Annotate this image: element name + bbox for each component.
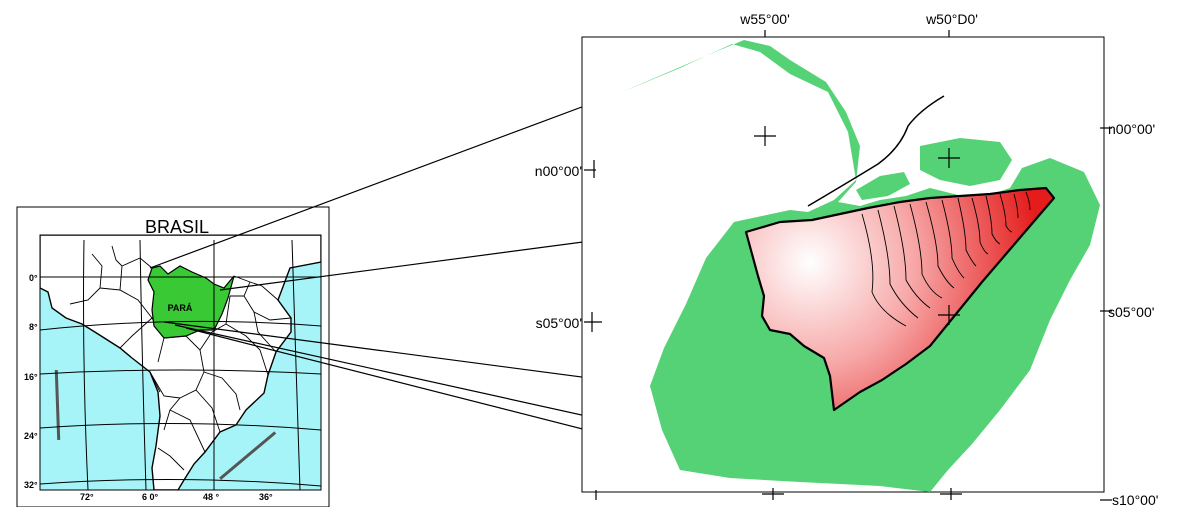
detail-lon-label: w50°D0'	[925, 11, 978, 27]
para-state-highlight	[147, 265, 235, 339]
marajo-island	[920, 138, 1012, 186]
detail-lat-label-left: n00°00'	[535, 163, 582, 179]
inset-map: BRASIL	[16, 206, 330, 507]
ocean-lettering-atlantic	[219, 431, 277, 480]
inset-title: BRASIL	[145, 217, 209, 237]
detail-lat-label-right: n00°00'	[1108, 121, 1155, 137]
frame-ticks	[584, 30, 1112, 501]
inset-lon-label: 6 0°	[142, 492, 159, 502]
island-strip	[856, 172, 910, 200]
inset-lon-label: 72°	[80, 492, 94, 502]
highlight-contours	[861, 191, 1031, 327]
inset-lon-label: 36°	[259, 492, 273, 502]
inset-lat-label: 32°	[24, 480, 38, 490]
inset-graticule	[40, 239, 321, 490]
para-state-label: PARÁ	[168, 303, 193, 313]
river-line	[807, 95, 945, 207]
inset-lat-label: 8°	[29, 322, 38, 332]
ocean-lettering-pacific	[54, 369, 61, 441]
inset-lat-label: 0°	[29, 273, 38, 283]
state-borders	[69, 245, 292, 471]
inset-lat-label: 24°	[24, 431, 38, 441]
detail-lat-label-right: s05°00'	[1108, 304, 1154, 320]
detail-lon-label: w55°00'	[739, 11, 790, 27]
detail-lat-label-right: s10°00'	[1112, 492, 1158, 507]
graticule-crosses	[754, 126, 962, 500]
inset-lon-label: 48 °	[203, 492, 220, 502]
detail-map: w55°00' w50°D0' n00°00' s05°00' n00°00' …	[535, 11, 1159, 507]
highlight-region	[744, 186, 1056, 412]
detail-lat-label-left: s05°00'	[536, 315, 582, 331]
inset-lat-label: 16°	[24, 372, 38, 382]
